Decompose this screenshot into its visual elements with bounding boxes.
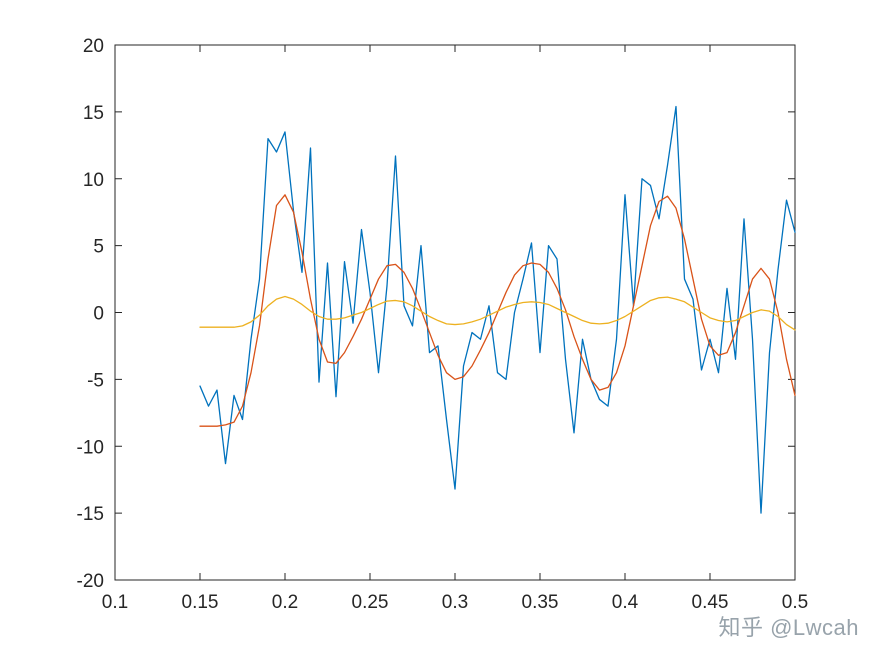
y-tick-label: -10 xyxy=(77,437,104,458)
series-line-smoothed-signal xyxy=(199,194,796,427)
y-tick-label: 15 xyxy=(83,103,104,124)
y-tick-label: 20 xyxy=(83,36,104,57)
watermark: 知乎 @Lwcah xyxy=(718,615,859,640)
y-tick-label: -15 xyxy=(77,504,104,525)
x-tick-label: 0.1 xyxy=(102,592,128,613)
x-tick-label: 0.4 xyxy=(612,592,639,613)
x-tick-label: 0.25 xyxy=(352,592,389,613)
y-tick-label: -20 xyxy=(77,571,104,592)
x-tick-label: 0.45 xyxy=(692,592,729,613)
y-tick-label: 0 xyxy=(93,304,104,325)
x-tick-label: 0.2 xyxy=(272,592,298,613)
series-line-noisy-signal xyxy=(199,105,796,514)
y-tick-label: -5 xyxy=(87,370,104,391)
series-line-low-amplitude-signal xyxy=(199,295,796,331)
y-tick-label: 5 xyxy=(93,237,104,258)
axes-box xyxy=(114,44,796,581)
y-tick-label: 10 xyxy=(83,170,104,191)
x-tick-label: 0.15 xyxy=(182,592,219,613)
x-tick-label: 0.5 xyxy=(782,592,808,613)
x-tick-label: 0.3 xyxy=(442,592,468,613)
x-tick-label: 0.35 xyxy=(522,592,559,613)
